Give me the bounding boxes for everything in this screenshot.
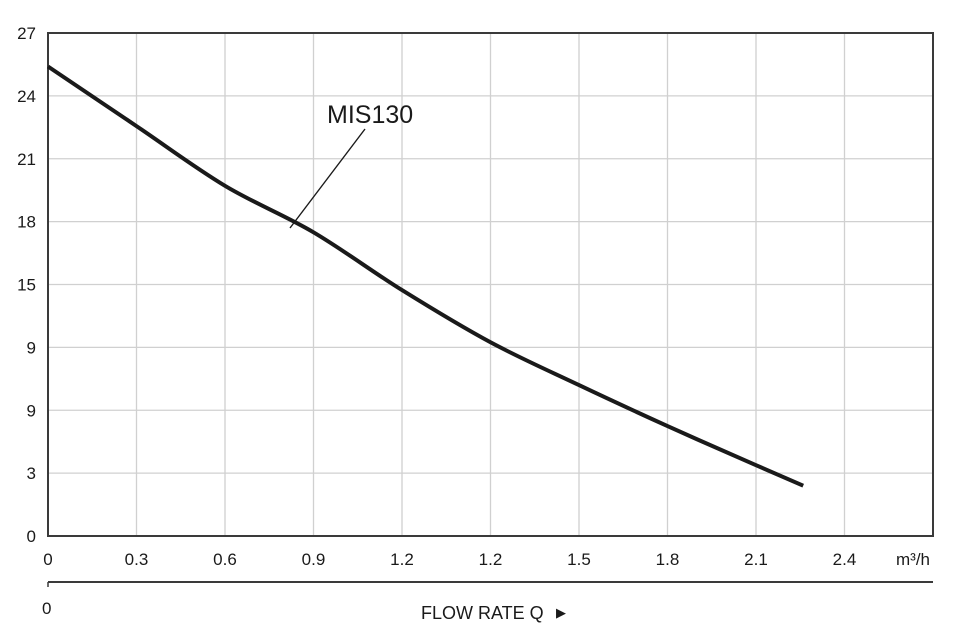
y-tick-label: 15 xyxy=(17,276,36,295)
x-tick-label: 2.4 xyxy=(833,550,857,569)
y-tick-label: 18 xyxy=(17,213,36,232)
x-tick-label: 2.1 xyxy=(744,550,768,569)
series-label-mis130: MIS130 xyxy=(327,101,413,129)
x-axis-title: FLOW RATE Q xyxy=(421,603,544,623)
x-tick-label: 1.2 xyxy=(479,550,503,569)
x-unit-label: m³/h xyxy=(896,550,930,569)
secondary-x-zero-label: 0 xyxy=(42,599,51,618)
series-curve-mis130 xyxy=(46,64,804,488)
x-tick-label: 0.3 xyxy=(125,550,149,569)
annotation-leader-line xyxy=(289,128,366,229)
y-tick-label: 24 xyxy=(17,87,36,106)
y-axis-ticks: 0 3 9 9 15 18 21 24 27 xyxy=(17,24,36,546)
y-tick-label: 27 xyxy=(17,24,36,43)
y-tick-label: 0 xyxy=(27,527,36,546)
x-tick-label: 1.5 xyxy=(567,550,591,569)
y-tick-label: 3 xyxy=(27,464,36,483)
y-tick-label: 9 xyxy=(27,338,36,357)
y-tick-label: 9 xyxy=(27,401,36,420)
arrow-right-icon: ▶ xyxy=(556,605,566,620)
x-tick-label: 0.9 xyxy=(302,550,326,569)
grid-lines xyxy=(48,33,933,536)
y-tick-label: 21 xyxy=(17,150,36,169)
x-tick-label: 0 xyxy=(43,550,52,569)
x-axis-ticks: 0 0.3 0.6 0.9 1.2 1.2 1.5 1.8 2.1 2.4 xyxy=(43,550,856,569)
x-tick-label: 1.2 xyxy=(390,550,414,569)
x-tick-label: 1.8 xyxy=(656,550,680,569)
plot-frame xyxy=(47,32,934,537)
x-tick-label: 0.6 xyxy=(213,550,237,569)
